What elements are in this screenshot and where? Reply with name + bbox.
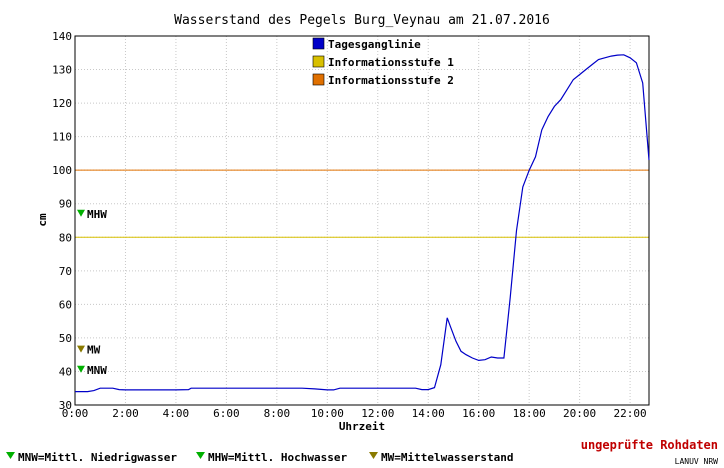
footer-legend-entry: MNW=Mittl. Niedrigwasser <box>18 451 177 464</box>
legend-swatch <box>312 37 325 50</box>
threshold-lines <box>75 169 649 238</box>
x-tick-label: 18:00 <box>513 407 546 420</box>
y-tick-label: 40 <box>59 365 72 378</box>
x-tick-label: 16:00 <box>462 407 495 420</box>
marker-triangle-icon <box>77 365 85 373</box>
x-tick-label: 4:00 <box>163 407 190 420</box>
reference-markers: MHW MW MNW <box>77 208 107 377</box>
legend-triangle-icon <box>369 452 378 459</box>
x-tick-labels: 0:00 2:00 4:00 6:00 8:00 10:00 12:00 14:00 16:00… <box>62 407 647 420</box>
x-tick-label: 10:00 <box>311 407 344 420</box>
y-tick-labels: 30 40 50 60 70 80 90 100 110 120 130 140 <box>52 30 72 412</box>
marker-label: MW <box>87 344 101 357</box>
y-tick-label: 50 <box>59 332 72 345</box>
y-tick-label: 140 <box>52 30 72 43</box>
legend-swatch <box>312 55 325 68</box>
marker-triangle-icon <box>77 209 85 217</box>
chart-title: Wasserstand des Pegels Burg_Veynau am 21… <box>174 13 550 28</box>
y-axis-label: cm <box>36 213 49 227</box>
y-tick-label: 60 <box>59 298 72 311</box>
legend-entry: Informationsstufe 1 <box>328 56 454 69</box>
x-axis-label: Uhrzeit <box>339 420 385 433</box>
x-tick-label: 14:00 <box>412 407 445 420</box>
y-tick-label: 120 <box>52 97 72 110</box>
marker-label: MHW <box>87 208 107 221</box>
footer-legend: MNW=Mittl. Niedrigwasser MHW=Mittl. Hochw… <box>6 451 513 464</box>
marker-label: MNW <box>87 364 107 377</box>
marker-triangle-icon <box>77 345 85 353</box>
chart-legend: Tagesganglinie Informationsstufe 1 Informa… <box>312 37 454 87</box>
legend-entry: Informationsstufe 2 <box>328 74 454 87</box>
source-text: LANUV NRW <box>675 457 719 466</box>
y-tick-label: 80 <box>59 231 72 244</box>
x-tick-label: 22:00 <box>614 407 647 420</box>
y-tick-label: 110 <box>52 131 72 144</box>
footer-legend-entry: MW=Mittelwasserstand <box>381 451 513 464</box>
y-tick-label: 100 <box>52 164 72 177</box>
grid <box>74 35 649 406</box>
legend-swatch <box>312 73 325 86</box>
x-tick-label: 2:00 <box>112 407 139 420</box>
status-text: ungeprüfte Rohdaten <box>581 438 718 452</box>
x-tick-label: 6:00 <box>213 407 240 420</box>
x-tick-label: 8:00 <box>264 407 291 420</box>
x-tick-label: 0:00 <box>62 407 89 420</box>
footer-legend-entry: MHW=Mittl. Hochwasser <box>208 451 347 464</box>
y-tick-label: 90 <box>59 198 72 211</box>
y-tick-label: 30 <box>59 399 72 412</box>
series-line-tagesganglinie <box>75 54 650 393</box>
y-tick-label: 130 <box>52 64 72 77</box>
x-tick-label: 20:00 <box>563 407 596 420</box>
plot-frame <box>74 35 650 406</box>
legend-triangle-icon <box>196 452 205 459</box>
legend-triangle-icon <box>6 452 15 459</box>
legend-entry: Tagesganglinie <box>328 38 421 51</box>
y-tick-label: 70 <box>59 265 72 278</box>
x-tick-label: 12:00 <box>361 407 394 420</box>
